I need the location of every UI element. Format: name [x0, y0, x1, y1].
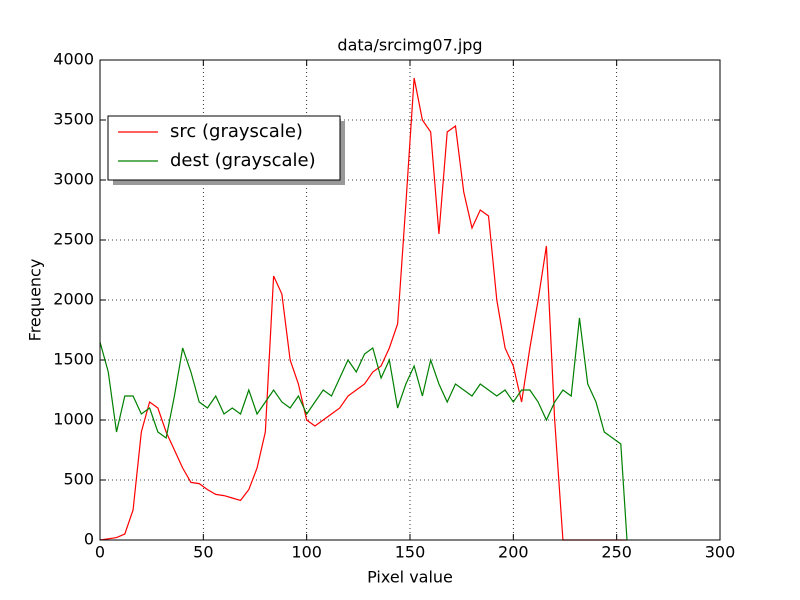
plot-frame: [99, 59, 721, 541]
x-tick-label: 250: [601, 543, 632, 562]
y-tick-label: 3000: [53, 170, 94, 189]
x-tick-label: 50: [193, 543, 213, 562]
y-axis-label: Frequency: [26, 259, 45, 342]
y-tick-label: 0: [84, 530, 94, 549]
x-tick-label: 200: [498, 543, 529, 562]
y-tick-label: 1000: [53, 410, 94, 429]
y-tick-label: 500: [63, 470, 94, 489]
x-tick-label: 0: [95, 543, 105, 562]
x-axis-label: Pixel value: [367, 568, 453, 587]
x-tick-label: 100: [291, 543, 322, 562]
y-tick-label: 4000: [53, 50, 94, 69]
chart-title: data/srcimg07.jpg: [337, 36, 482, 55]
series-line: [99, 77, 627, 541]
series-line: [99, 317, 628, 541]
legend-box: [107, 115, 341, 181]
x-tick-label: 300: [705, 543, 736, 562]
y-tick-label: 1500: [53, 350, 94, 369]
y-tick-label: 3500: [53, 110, 94, 129]
y-tick-label: 2500: [53, 230, 94, 249]
x-tick-label: 150: [395, 543, 426, 562]
legend-label: dest (grayscale): [170, 150, 316, 171]
y-tick-label: 2000: [53, 290, 94, 309]
legend-label: src (grayscale): [170, 121, 303, 142]
